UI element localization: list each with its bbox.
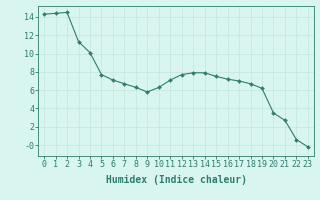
X-axis label: Humidex (Indice chaleur): Humidex (Indice chaleur) [106, 175, 246, 185]
